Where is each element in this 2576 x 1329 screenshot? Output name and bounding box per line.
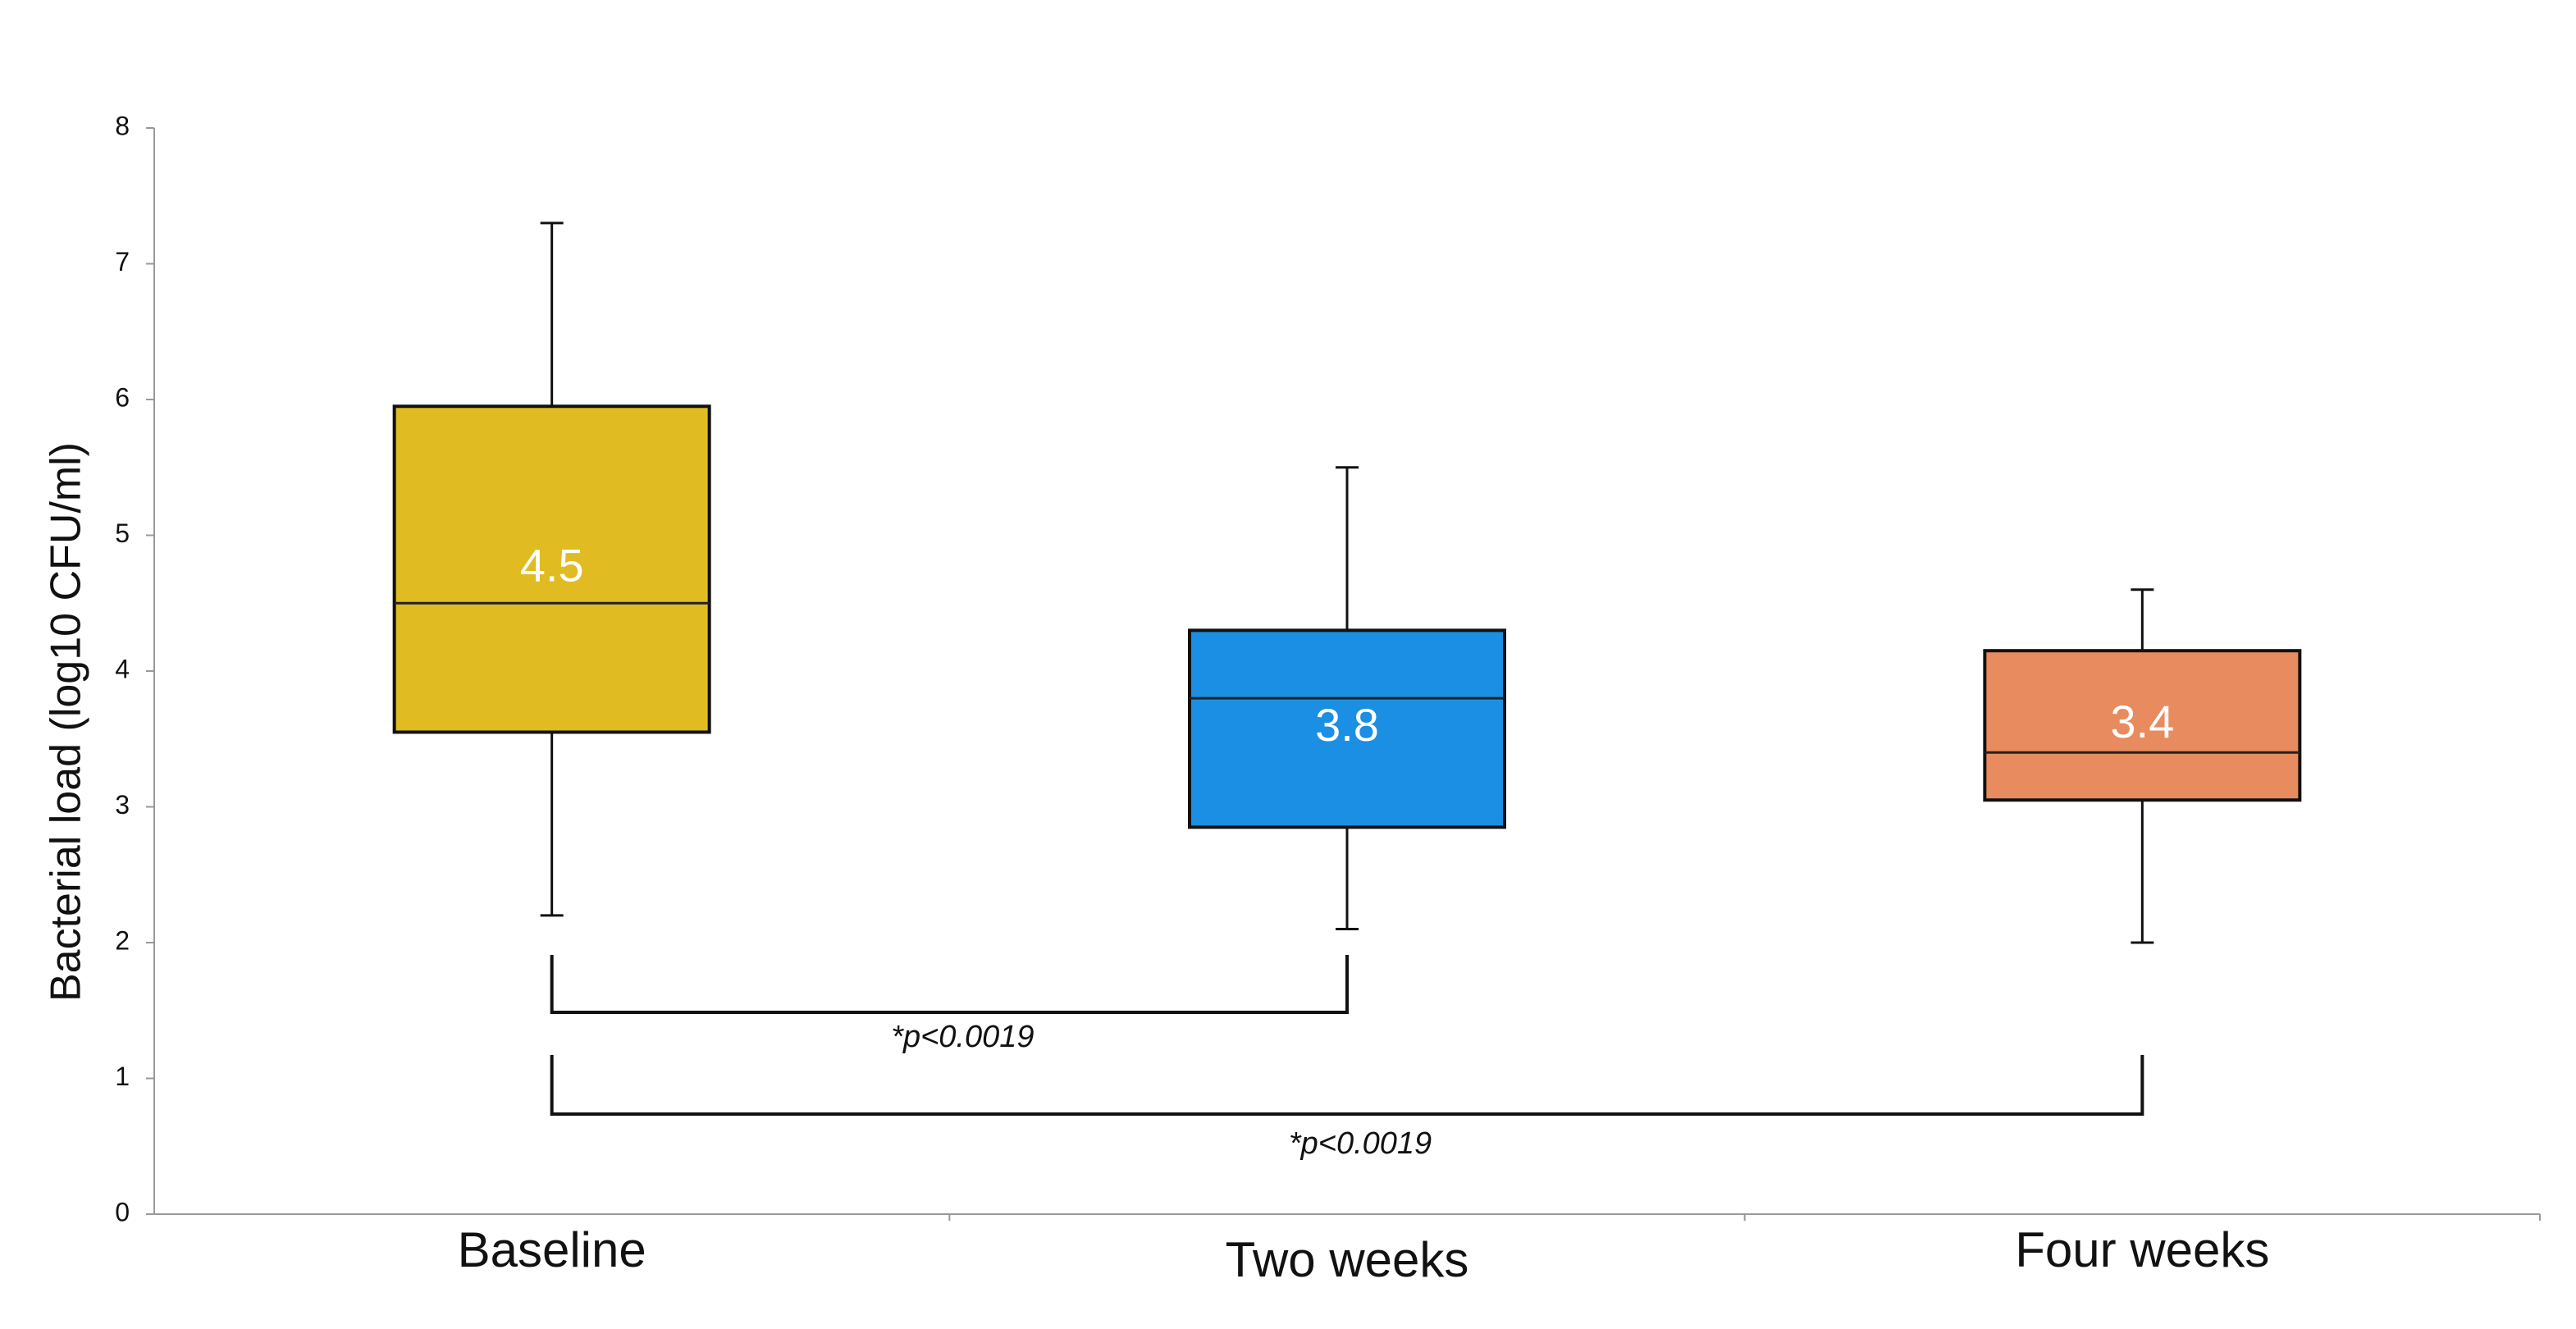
y-tick-label: 8 — [115, 111, 130, 140]
box — [1983, 649, 2302, 802]
significance-bracket — [550, 1055, 2144, 1116]
y-tick-label: 2 — [115, 925, 130, 955]
box — [392, 404, 711, 734]
y-axis-label: Bacterial load (log10 CFU/ml) — [43, 442, 90, 1002]
significance-bracket — [550, 955, 1349, 1014]
box — [1188, 628, 1506, 829]
x-tick-label: Four weeks — [2015, 1222, 2269, 1277]
y-tick-label: 3 — [115, 790, 130, 820]
y-tick-label: 1 — [115, 1062, 130, 1091]
median-label: 4.5 — [520, 540, 584, 591]
x-tick-label: Baseline — [458, 1222, 646, 1277]
annotation: *p<0.0019 — [891, 1020, 1034, 1054]
median-label: 3.4 — [2110, 696, 2174, 747]
y-tick-label: 0 — [115, 1197, 130, 1226]
x-tick-label: Two weeks — [1226, 1232, 1469, 1287]
median-label: 3.8 — [1315, 699, 1379, 751]
y-tick-label: 6 — [115, 382, 130, 412]
annotation: *p<0.0019 — [1289, 1126, 1432, 1161]
y-tick-label: 5 — [115, 518, 130, 548]
y-tick-label: 4 — [115, 654, 130, 683]
y-tick-label: 7 — [115, 247, 130, 276]
